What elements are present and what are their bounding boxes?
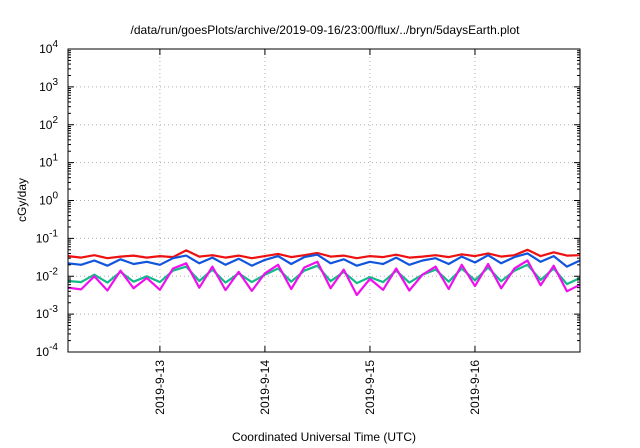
ticks: 10-4 10-3 10-2 10-1 100 101 102 103 104 2019-9-13… (36, 39, 580, 415)
series-line-1 (67, 248, 581, 260)
chart-title: /data/run/goesPlots/archive/2019-09-16/2… (131, 23, 521, 37)
x-tick-label: 2019-9-16 (468, 360, 482, 415)
grid (68, 49, 580, 352)
x-axis-label: Coordinated Universal Time (UTC) (232, 430, 416, 444)
y-axis-label: cGy/day (15, 178, 29, 222)
y-tick-label: 102 (39, 115, 58, 132)
y-tick-label: 10-4 (36, 342, 59, 359)
y-tick-label: 10-3 (36, 304, 59, 321)
y-tick-label: 104 (39, 39, 58, 56)
series-group (67, 248, 581, 297)
y-tick-label: 103 (39, 77, 58, 94)
series-line-2 (67, 252, 581, 268)
y-tick-label: 100 (39, 191, 58, 208)
x-tick-label: 2019-9-13 (153, 360, 167, 415)
y-tick-label: 101 (39, 153, 58, 170)
x-tick-label: 2019-9-14 (258, 360, 272, 415)
x-tick-label: 2019-9-15 (363, 360, 377, 415)
series-line-4 (67, 259, 581, 297)
y-tick-label: 10-2 (36, 266, 59, 283)
y-tick-label: 10-1 (36, 228, 59, 245)
